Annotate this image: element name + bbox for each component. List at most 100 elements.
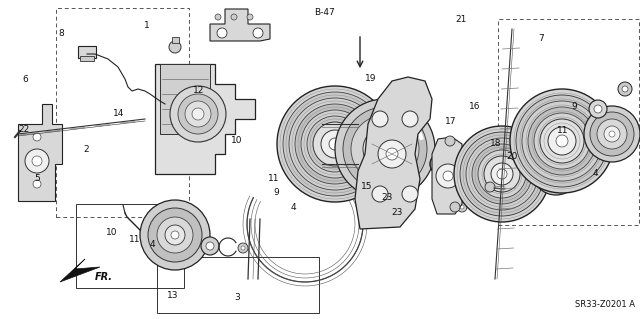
Bar [78, 46, 96, 58]
Bar [498, 19, 639, 225]
Circle shape [372, 111, 388, 127]
Circle shape [590, 112, 634, 156]
Bar [157, 257, 319, 313]
Polygon shape [355, 77, 432, 229]
Polygon shape [432, 137, 462, 214]
Text: 23: 23 [391, 208, 403, 217]
Circle shape [157, 217, 193, 253]
Circle shape [538, 153, 574, 189]
Circle shape [32, 156, 42, 166]
Circle shape [170, 86, 226, 142]
Circle shape [449, 181, 455, 187]
Circle shape [295, 104, 375, 184]
Circle shape [575, 151, 601, 177]
Circle shape [201, 237, 219, 255]
Polygon shape [155, 64, 255, 174]
Text: 11: 11 [268, 174, 280, 182]
Text: 5: 5 [35, 174, 40, 183]
Circle shape [351, 115, 419, 183]
Circle shape [472, 144, 532, 204]
Circle shape [402, 111, 418, 127]
Text: 14: 14 [113, 109, 124, 118]
Text: 4: 4 [291, 204, 296, 212]
Text: 3: 3 [234, 293, 239, 302]
Circle shape [372, 186, 388, 202]
Text: 12: 12 [193, 86, 204, 95]
Text: 10: 10 [106, 228, 118, 237]
Circle shape [466, 138, 538, 210]
Circle shape [277, 86, 393, 202]
Circle shape [185, 101, 211, 127]
Circle shape [522, 101, 602, 181]
Text: 21: 21 [455, 15, 467, 24]
Text: 11: 11 [557, 126, 569, 135]
Polygon shape [60, 259, 100, 282]
Circle shape [550, 165, 562, 177]
Circle shape [460, 205, 464, 209]
Bar [76, 204, 184, 288]
Circle shape [247, 14, 253, 20]
Bar [172, 37, 179, 43]
Circle shape [335, 99, 435, 199]
Circle shape [321, 130, 349, 158]
Circle shape [556, 135, 568, 147]
Circle shape [516, 95, 608, 187]
Text: 4: 4 [150, 241, 155, 249]
Circle shape [609, 131, 615, 137]
Circle shape [231, 14, 237, 20]
Circle shape [589, 100, 607, 118]
Polygon shape [210, 9, 270, 41]
Circle shape [378, 140, 406, 168]
Circle shape [534, 113, 590, 169]
Text: 22: 22 [19, 125, 30, 134]
Circle shape [283, 92, 387, 196]
Circle shape [443, 171, 453, 181]
Circle shape [33, 180, 41, 188]
Circle shape [363, 127, 407, 171]
Text: SR33-Z0201 A: SR33-Z0201 A [575, 300, 635, 309]
Bar [56, 8, 189, 217]
Circle shape [491, 163, 513, 185]
Circle shape [584, 106, 640, 162]
Circle shape [241, 246, 245, 250]
Text: 6: 6 [23, 75, 28, 84]
Circle shape [253, 28, 263, 38]
Circle shape [430, 154, 450, 174]
Circle shape [301, 110, 369, 178]
Circle shape [373, 137, 397, 161]
Circle shape [171, 231, 179, 239]
Circle shape [329, 138, 341, 150]
Circle shape [597, 119, 627, 149]
Circle shape [585, 161, 591, 167]
Circle shape [445, 136, 455, 146]
Polygon shape [18, 104, 62, 201]
Text: 9: 9 [274, 189, 279, 197]
Circle shape [289, 98, 381, 190]
Circle shape [165, 225, 185, 245]
Circle shape [380, 144, 390, 154]
Circle shape [192, 108, 204, 120]
Circle shape [450, 202, 460, 212]
Text: 19: 19 [365, 74, 377, 83]
Circle shape [238, 243, 248, 253]
Circle shape [169, 41, 181, 53]
Circle shape [25, 149, 49, 173]
Text: 15: 15 [361, 182, 372, 191]
Text: 20: 20 [506, 152, 518, 161]
Circle shape [540, 119, 584, 163]
Circle shape [604, 126, 620, 142]
Circle shape [532, 147, 580, 195]
Circle shape [307, 116, 363, 172]
Circle shape [445, 177, 459, 191]
Text: B-47: B-47 [314, 8, 335, 17]
Circle shape [206, 242, 214, 250]
Circle shape [435, 159, 445, 169]
Text: 4: 4 [593, 169, 598, 178]
Circle shape [548, 127, 576, 155]
Circle shape [215, 14, 221, 20]
Circle shape [581, 157, 595, 171]
Circle shape [484, 156, 520, 192]
Circle shape [217, 28, 227, 38]
Circle shape [485, 182, 495, 192]
Text: 10: 10 [231, 136, 243, 145]
